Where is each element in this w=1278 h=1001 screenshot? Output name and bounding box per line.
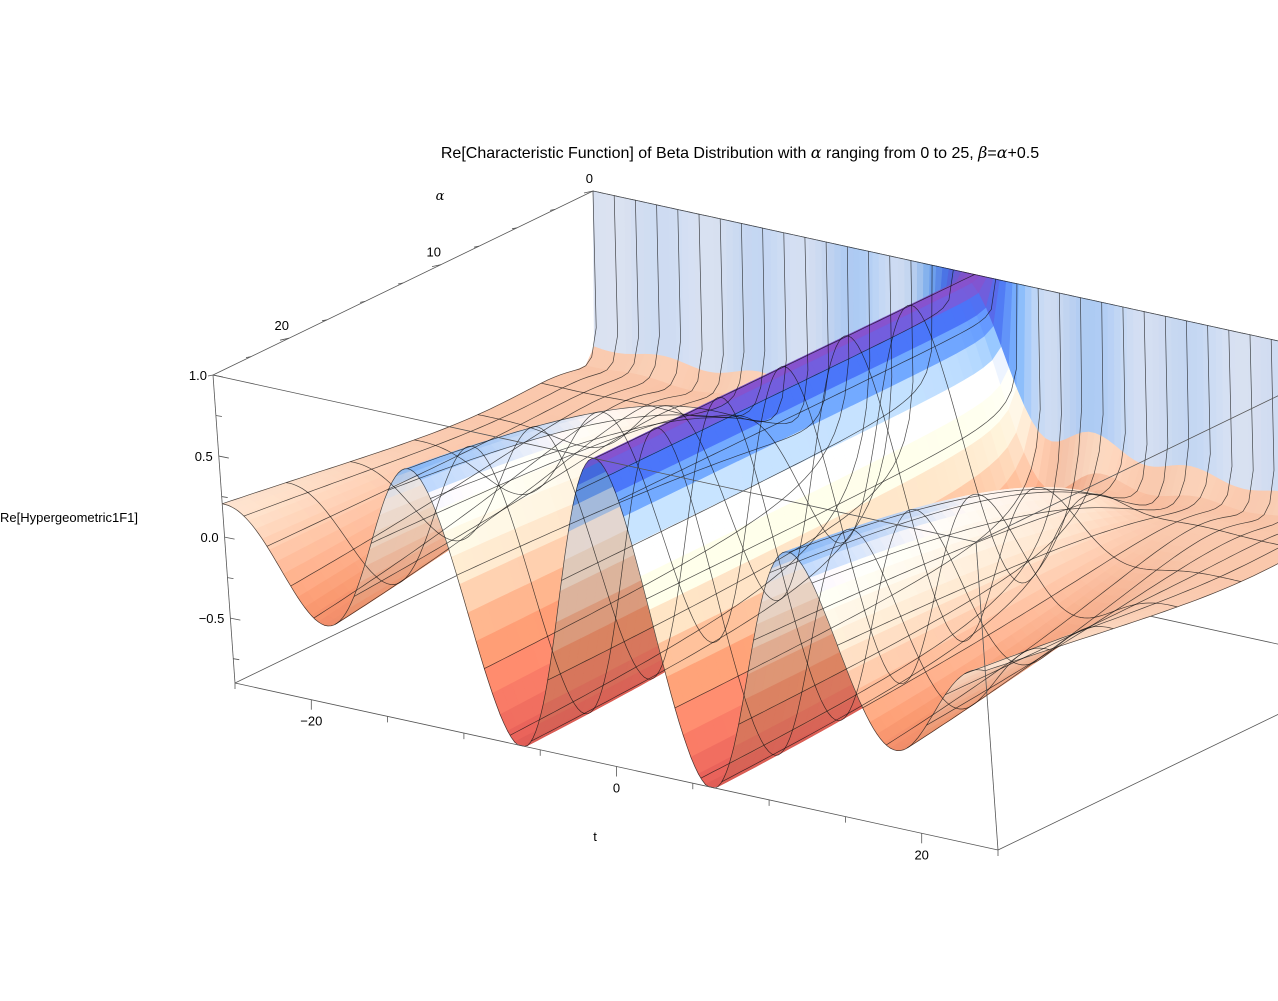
surface-patch [1209, 325, 1218, 479]
surface-patch [1272, 498, 1278, 517]
title-middle: ranging from 0 to 25, [822, 145, 979, 162]
z-axis-label: Re[Hypergeometric1F1] [0, 510, 138, 525]
surface-patch [656, 204, 665, 357]
surface-patch [764, 228, 773, 377]
z-tick-label: 0.0 [201, 530, 219, 545]
z-tick-mark [233, 658, 240, 661]
surface-patch [1075, 296, 1083, 436]
surface-patch [1088, 299, 1096, 434]
surface-patch [1190, 321, 1198, 469]
alpha-tick-mark [207, 374, 214, 377]
z-tick-mark [221, 496, 228, 498]
surface-patch [649, 203, 658, 356]
surface-patch [751, 225, 760, 373]
box-edge-right-bottom [997, 713, 1278, 851]
surface-patch [1196, 322, 1205, 472]
z-tick-label: 0.5 [195, 449, 213, 464]
surface-patch [1171, 317, 1179, 467]
surface-patch [668, 207, 677, 361]
surface-patch [770, 229, 779, 380]
t-tick-label: 0 [613, 781, 620, 796]
title-alpha-symbol-2: α [997, 143, 1008, 162]
alpha-axis-ticks: 0 10 20 [207, 171, 594, 377]
surface-patch [1114, 304, 1122, 452]
t-tick-label: 20 [914, 847, 928, 862]
title-alpha-symbol: α [811, 143, 822, 162]
alpha-tick-mark [397, 282, 404, 285]
surface-patch [1164, 315, 1173, 467]
z-tick-label: −0.5 [199, 611, 225, 626]
surface-patch [1069, 295, 1077, 438]
surface-patch [1050, 290, 1059, 443]
surface-patch [1158, 314, 1167, 468]
alpha-tick-label: 20 [275, 318, 289, 333]
z-tick-mark [218, 455, 229, 459]
alpha-tick-mark [245, 356, 252, 358]
box-edge-front-left-vertical [212, 374, 236, 684]
title-eq: = [987, 145, 996, 162]
surface-patch [1063, 293, 1071, 441]
z-tick-mark [230, 617, 241, 621]
surface-mesh [221, 190, 1278, 789]
alpha-tick-mark [549, 209, 556, 211]
surface-patch [1126, 307, 1135, 462]
title-suffix: +0.5 [1008, 145, 1040, 162]
z-tick-mark [224, 536, 235, 540]
surface-patch [1082, 297, 1090, 433]
alpha-tick-mark [321, 319, 328, 322]
t-axis-label: t [593, 829, 597, 844]
alpha-tick-mark [473, 245, 480, 248]
t-tick-label: −20 [300, 714, 322, 729]
surface-patch [1031, 286, 1039, 433]
surface-patch [1107, 303, 1115, 447]
surface-patch [662, 205, 671, 359]
title-prefix: Re[Characteristic Function] of Beta Dist… [441, 145, 811, 162]
surface-patch [777, 231, 785, 384]
alpha-tick-mark [359, 301, 366, 303]
surface-patch [745, 224, 753, 372]
title-beta-symbol: β [977, 143, 987, 162]
z-tick-mark [227, 577, 234, 580]
alpha-tick-label: 0 [586, 171, 593, 186]
surface-patch [1094, 300, 1103, 437]
surface-patch [1044, 289, 1053, 443]
z-tick-mark [212, 374, 224, 378]
surface-patch [726, 219, 735, 374]
surface-patch [732, 221, 741, 373]
surface-patch [1023, 285, 1033, 422]
chart-title: Re[Characteristic Function] of Beta Dist… [441, 143, 1039, 162]
alpha-axis-label: α [436, 189, 445, 204]
z-axis-ticks: 1.0 0.5 0.0 −0.5 [189, 368, 241, 661]
z-tick-mark [215, 415, 222, 417]
z-tick-label: 1.0 [189, 368, 207, 383]
alpha-tick-label: 10 [427, 245, 441, 260]
alpha-tick-mark [511, 227, 518, 230]
